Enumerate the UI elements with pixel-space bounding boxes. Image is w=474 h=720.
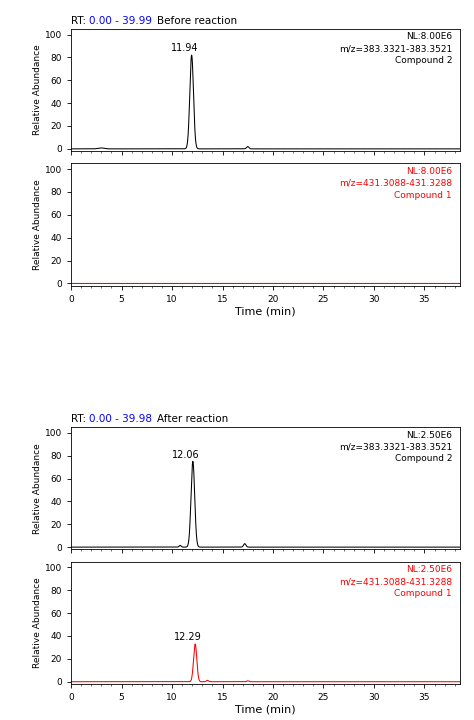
X-axis label: Time (min): Time (min) bbox=[235, 705, 296, 715]
Text: NL:2.50E6
m/z=431.3088-431.3288
Compound 1: NL:2.50E6 m/z=431.3088-431.3288 Compound… bbox=[339, 565, 452, 598]
Text: 12.29: 12.29 bbox=[174, 632, 202, 642]
X-axis label: Time (min): Time (min) bbox=[235, 307, 296, 317]
Text: 0.00 - 39.99: 0.00 - 39.99 bbox=[90, 16, 153, 26]
Text: NL:2.50E6
m/z=383.3321-383.3521
Compound 2: NL:2.50E6 m/z=383.3321-383.3521 Compound… bbox=[339, 431, 452, 464]
Y-axis label: Relative Abundance: Relative Abundance bbox=[33, 45, 42, 135]
Text: RT:: RT: bbox=[71, 414, 90, 424]
Y-axis label: Relative Abundance: Relative Abundance bbox=[33, 577, 42, 668]
Text: 11.94: 11.94 bbox=[171, 43, 198, 53]
Y-axis label: Relative Abundance: Relative Abundance bbox=[33, 179, 42, 270]
Text: 12.06: 12.06 bbox=[172, 450, 200, 459]
Text: RT:: RT: bbox=[71, 16, 90, 26]
Text: 0.00 - 39.98: 0.00 - 39.98 bbox=[90, 414, 153, 424]
Y-axis label: Relative Abundance: Relative Abundance bbox=[33, 443, 42, 534]
Text: After reaction: After reaction bbox=[157, 414, 228, 424]
Text: NL:8.00E6
m/z=383.3321-383.3521
Compound 2: NL:8.00E6 m/z=383.3321-383.3521 Compound… bbox=[339, 32, 452, 65]
Text: NL:8.00E6
m/z=431.3088-431.3288
Compound 1: NL:8.00E6 m/z=431.3088-431.3288 Compound… bbox=[339, 167, 452, 199]
Text: Before reaction: Before reaction bbox=[157, 16, 237, 26]
